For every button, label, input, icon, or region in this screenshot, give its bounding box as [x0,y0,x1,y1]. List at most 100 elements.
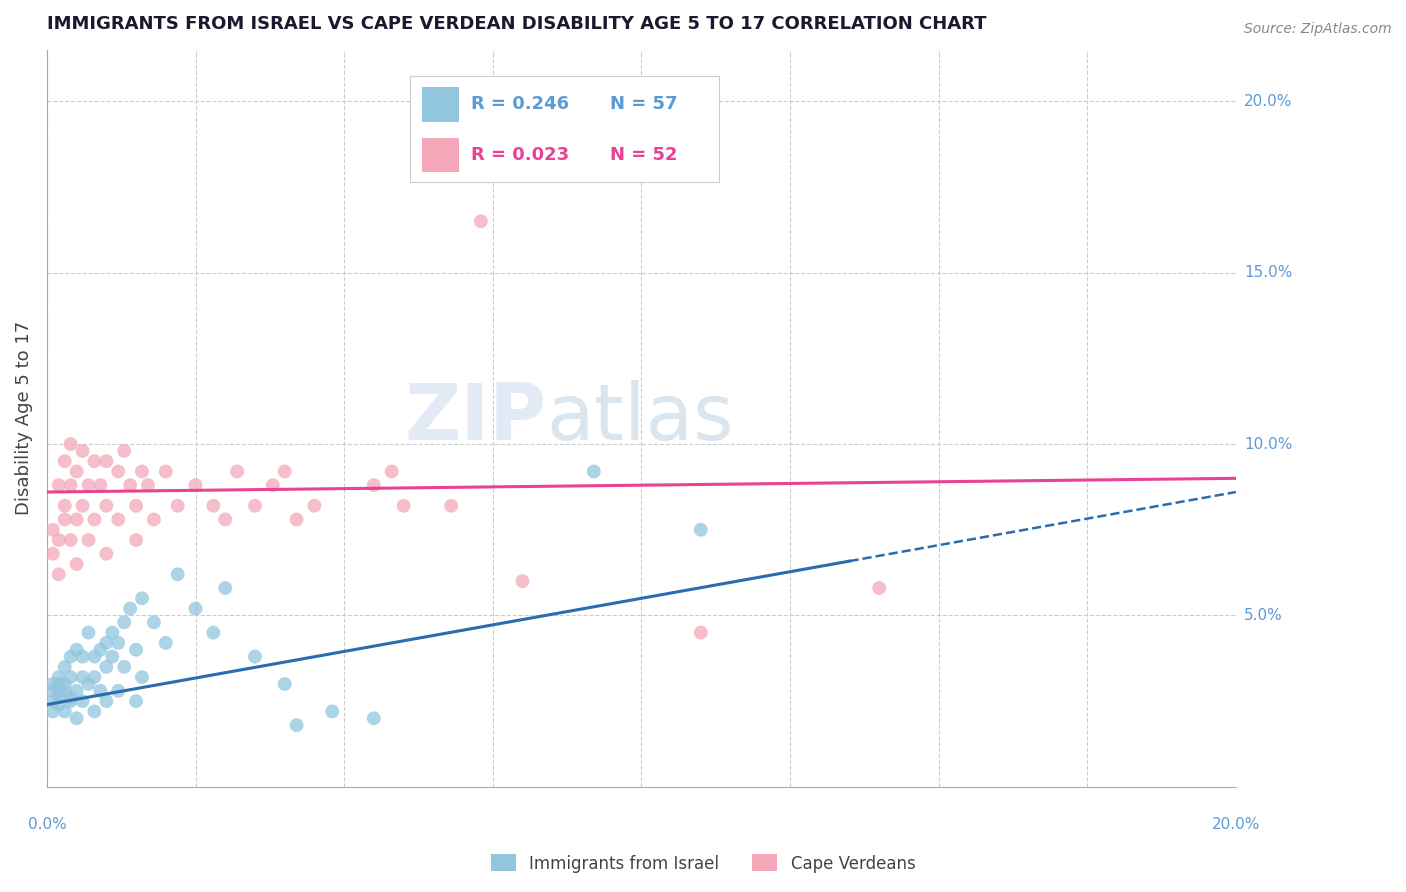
Point [107,636,129,650]
Point [142,615,165,630]
Point [83,649,105,664]
Point [59,670,82,684]
Point [273,465,295,479]
Point [48,684,70,698]
Point [77,478,100,492]
Point [89,478,111,492]
Text: 15.0%: 15.0% [1244,265,1292,280]
Point [285,512,308,526]
Point [131,591,153,606]
Point [83,705,105,719]
Legend: Immigrants from Israel, Cape Verdeans: Immigrants from Israel, Cape Verdeans [484,847,922,880]
Point [96,660,118,674]
Point [273,677,295,691]
Point [65,465,87,479]
Point [96,499,118,513]
Point [65,512,87,526]
Point [59,437,82,451]
Point [59,690,82,705]
Point [48,567,70,582]
Point [112,660,135,674]
Point [96,547,118,561]
Text: 20.0%: 20.0% [1244,94,1292,109]
Point [48,677,70,691]
Text: 0.0%: 0.0% [28,817,66,832]
Point [131,465,153,479]
Point [214,512,236,526]
Point [120,478,142,492]
Point [202,499,225,513]
Point [53,660,76,674]
Point [243,649,266,664]
Point [89,642,111,657]
Point [689,523,711,537]
Point [166,499,188,513]
Text: 20.0%: 20.0% [1212,817,1260,832]
Point [214,581,236,595]
Point [125,642,148,657]
Y-axis label: Disability Age 5 to 17: Disability Age 5 to 17 [15,321,32,516]
Point [89,684,111,698]
Point [42,694,65,708]
Point [262,478,284,492]
Point [112,443,135,458]
Point [48,533,70,547]
Point [59,694,82,708]
Point [48,690,70,705]
Point [142,512,165,526]
Point [285,718,308,732]
Point [77,677,100,691]
Point [107,465,129,479]
Point [470,214,492,228]
Point [304,499,326,513]
Point [42,705,65,719]
Point [96,454,118,468]
Point [125,533,148,547]
Point [48,670,70,684]
Point [72,649,94,664]
Point [65,642,87,657]
Point [83,670,105,684]
Text: IMMIGRANTS FROM ISRAEL VS CAPE VERDEAN DISABILITY AGE 5 TO 17 CORRELATION CHART: IMMIGRANTS FROM ISRAEL VS CAPE VERDEAN D… [46,15,987,33]
Point [136,478,159,492]
Point [65,684,87,698]
Point [689,625,711,640]
Text: atlas: atlas [547,380,734,457]
Point [107,684,129,698]
Point [392,499,415,513]
Point [107,512,129,526]
Point [83,454,105,468]
Point [243,499,266,513]
Text: Source: ZipAtlas.com: Source: ZipAtlas.com [1244,22,1392,37]
Point [131,670,153,684]
Point [155,465,177,479]
Point [155,636,177,650]
Point [321,705,343,719]
Point [868,581,890,595]
Point [96,636,118,650]
Point [440,499,463,513]
Point [101,649,124,664]
Point [53,684,76,698]
Text: 10.0%: 10.0% [1244,436,1292,451]
Point [59,649,82,664]
Point [53,499,76,513]
Point [42,547,65,561]
Point [125,694,148,708]
Point [112,615,135,630]
Point [120,601,142,615]
Point [72,499,94,513]
Point [53,454,76,468]
Point [166,567,188,582]
Point [226,465,249,479]
Point [59,533,82,547]
Point [72,694,94,708]
Point [512,574,534,589]
Point [53,705,76,719]
Point [202,625,225,640]
Text: 5.0%: 5.0% [1244,608,1282,623]
Text: ZIP: ZIP [404,380,547,457]
Point [101,625,124,640]
Point [65,711,87,725]
Point [363,478,385,492]
